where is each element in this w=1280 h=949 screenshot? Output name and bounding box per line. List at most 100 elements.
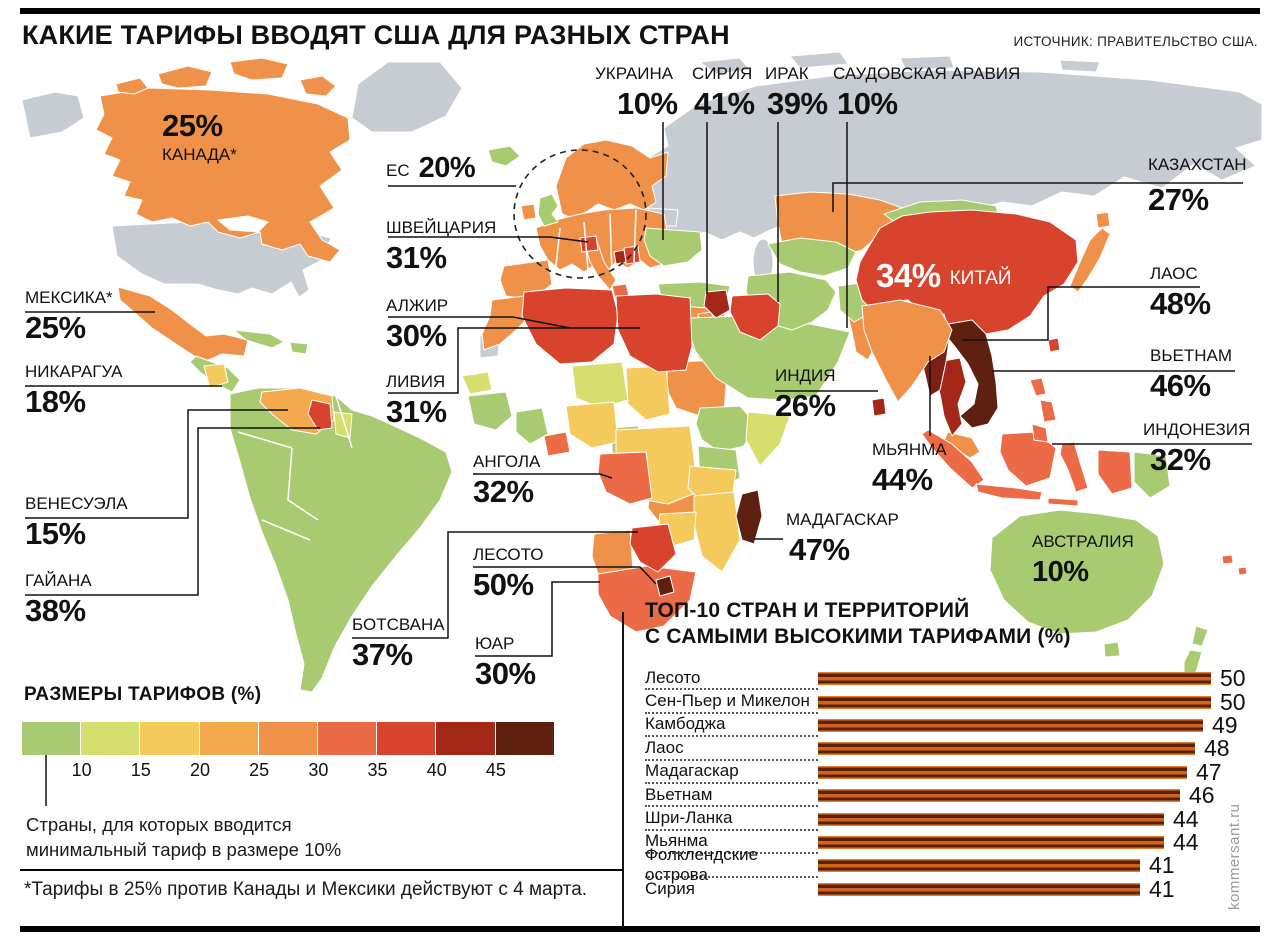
region-yellow <box>203 363 741 573</box>
bar-row: Сен-Пьер и Микелон 50 <box>645 689 1260 715</box>
country-bosnia <box>613 249 627 265</box>
country-label: ЛАОС <box>1150 264 1198 283</box>
footnote: *Тарифы в 25% против Канады и Мексики де… <box>24 879 588 900</box>
bar-value: 49 <box>1212 711 1238 738</box>
top10-bar-chart: ТОП-10 СТРАН И ТЕРРИТОРИЙ С САМЫМИ ВЫСОК… <box>645 598 1260 902</box>
tariff-value: 37% <box>352 637 413 672</box>
bar-label: Сирия <box>645 879 695 899</box>
country-suriname <box>333 411 353 439</box>
legend-ticks: 10 15 20 25 30 35 40 45 <box>52 760 526 781</box>
country-senegal <box>461 371 493 395</box>
callout-syria: СИРИЯ 41% <box>692 64 755 120</box>
callout-south-africa: ЮАР 30% <box>475 634 536 690</box>
islands-pacific <box>1237 566 1248 576</box>
callout-kazakhstan: КАЗАХСТАН 27% <box>1148 155 1247 216</box>
arctic-island <box>899 55 955 71</box>
bar <box>818 882 1140 896</box>
country-lesotho <box>655 575 675 597</box>
country-label: ИНДИЯ <box>775 366 836 385</box>
country-chad <box>625 365 671 421</box>
country-label: АНГОЛА <box>473 452 541 471</box>
tariff-value: 31% <box>386 240 447 275</box>
country-hispaniola <box>289 341 309 355</box>
legend-swatch <box>436 722 495 755</box>
country-label: ЛИВИЯ <box>386 372 446 391</box>
legend-tick: 25 <box>249 760 270 780</box>
bar-label: Камбоджа <box>645 714 818 738</box>
bar-value: 46 <box>1189 782 1215 809</box>
bar <box>818 789 1180 803</box>
bar-value: 48 <box>1204 735 1230 762</box>
legend-heading: РАЗМЕРЫ ТАРИФОВ (%) <box>24 684 262 705</box>
tariff-value: 31% <box>386 394 447 429</box>
islands-philippines <box>1029 377 1047 397</box>
legend-color-scale <box>22 722 555 755</box>
country-australia <box>989 509 1165 635</box>
country-label: АЛЖИР <box>386 296 449 315</box>
bar-label: Мадагаскар <box>645 761 818 784</box>
source-note: ИСТОЧНИК: ПРАВИТЕЛЬСТВО США. <box>1013 34 1258 49</box>
callout-vietnam: ВЬЕТНАМ 46% <box>1150 346 1232 402</box>
bar-value: 44 <box>1173 828 1199 855</box>
tariff-value: 18% <box>25 384 86 419</box>
callout-iraq: ИРАК 39% <box>765 64 828 120</box>
bar-value: 41 <box>1149 852 1175 879</box>
callout-eu: ЕС 20% <box>386 152 476 184</box>
legend-swatch <box>199 722 258 755</box>
country-iceland <box>487 145 521 167</box>
country-sumatra <box>921 429 985 489</box>
country-label: МЬЯНМА <box>872 440 947 459</box>
country-new-zealand <box>1191 625 1209 647</box>
islands-pacific <box>1221 554 1234 565</box>
country-madagascar <box>735 489 763 545</box>
country-ireland <box>520 203 537 221</box>
callout-switzerland: ШВЕЙЦАРИЯ 31% <box>386 218 496 274</box>
country-label: СИРИЯ <box>692 64 753 83</box>
tariff-value: 26% <box>775 388 836 423</box>
tariff-value: 30% <box>475 656 536 691</box>
country-label: МЕКСИКА* <box>25 288 113 307</box>
country-taiwan <box>1047 337 1061 353</box>
chart-separator <box>622 612 624 928</box>
legend-tick: 15 <box>130 760 151 780</box>
leader-lines <box>25 122 1252 657</box>
region-orange <box>95 57 1111 597</box>
watermark: kommersant.ru <box>1226 803 1243 910</box>
legend-swatch <box>81 722 140 755</box>
country-label: ЛЕСОТО <box>473 545 544 564</box>
country-tasmania <box>1103 641 1121 658</box>
arctic-island <box>157 65 213 89</box>
tariff-value: 44% <box>872 462 933 497</box>
tariff-value: 30% <box>386 318 447 353</box>
callout-angola: АНГОЛА 32% <box>473 452 540 508</box>
tariff-value: 10% <box>617 86 678 121</box>
callout-australia: АВСТРАЛИЯ 10% <box>1032 532 1134 588</box>
arctic-island <box>299 75 337 97</box>
tariff-value: 48% <box>1150 286 1211 321</box>
chart-title-line: ТОП-10 СТРАН И ТЕРРИТОРИЙ <box>645 599 970 622</box>
country-label: ЮАР <box>475 634 515 653</box>
country-java <box>975 483 1043 501</box>
bar-value: 50 <box>1220 665 1246 692</box>
callout-mexico: МЕКСИКА* 25% <box>25 288 113 344</box>
bar <box>818 672 1211 686</box>
country-niger <box>571 361 629 409</box>
arctic-island <box>115 77 149 95</box>
tariff-value: 39% <box>767 86 828 121</box>
country-label: КИТАЙ <box>949 268 1012 289</box>
country-botswana <box>629 523 677 573</box>
country-alaska <box>21 91 85 139</box>
region-red <box>307 209 1079 573</box>
bar <box>818 765 1187 779</box>
country-label: МАДАГАСКАР <box>786 510 899 529</box>
tariff-value: 47% <box>789 532 850 567</box>
country-sri-lanka <box>871 397 887 417</box>
legend-tick: 40 <box>426 760 447 780</box>
bar <box>818 835 1164 849</box>
legend-tick: 35 <box>367 760 388 780</box>
bar-value: 47 <box>1196 758 1222 785</box>
country-ethiopia <box>695 405 757 453</box>
tariff-value: 20% <box>418 152 476 184</box>
country-label: КАЗАХСТАН <box>1148 155 1247 174</box>
country-libya <box>615 293 693 373</box>
